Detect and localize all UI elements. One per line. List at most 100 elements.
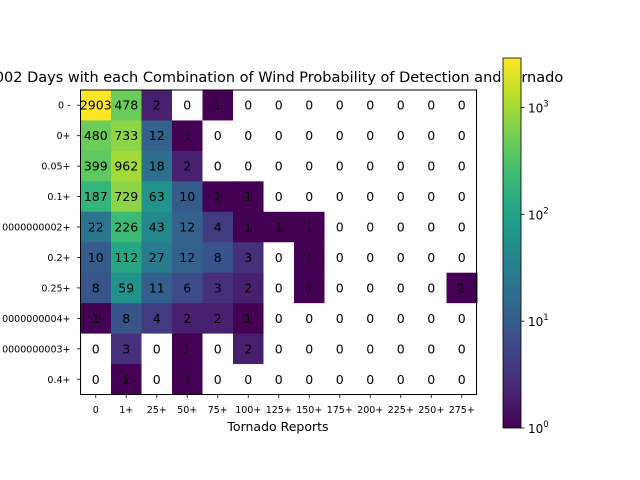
- heatmap-cell: [416, 303, 447, 335]
- heatmap-cell: [294, 272, 325, 304]
- cell-value-label: 0: [366, 372, 374, 387]
- cell-value-label: 0: [397, 98, 405, 113]
- heatmap-cell: [111, 303, 142, 335]
- heatmap-cell: [355, 242, 386, 274]
- cell-value-label: 2: [183, 311, 191, 326]
- cell-value-label: 12: [149, 128, 165, 143]
- x-tick-label: 125+: [266, 405, 292, 416]
- cell-value-label: 0: [214, 372, 222, 387]
- cell-value-label: 0: [305, 159, 313, 174]
- heatmap-cell: [111, 120, 142, 152]
- cell-value-label: 0: [153, 372, 161, 387]
- cell-value-label: 0: [397, 128, 405, 143]
- heatmap-cell: [141, 242, 173, 274]
- cell-value-label: 0: [305, 98, 313, 113]
- x-tick-label: 225+: [388, 405, 414, 416]
- cell-value-label: 0: [336, 220, 344, 235]
- cell-value-label: 0: [458, 189, 466, 204]
- heatmap-cell: [446, 364, 478, 395]
- heatmap-cell: [324, 364, 356, 395]
- y-tick-label: 0.4+: [47, 375, 70, 386]
- cell-value-label: 10: [88, 250, 104, 265]
- cell-value-label: 0: [336, 311, 344, 326]
- cell-value-label: 1: [183, 372, 191, 387]
- heatmap-cell: [324, 272, 356, 304]
- cell-value-label: 0: [214, 159, 222, 174]
- cell-value-label: 63: [149, 189, 165, 204]
- heatmap-cell: [355, 211, 386, 243]
- cell-value-label: 3: [122, 341, 130, 356]
- cell-value-label: 478: [114, 98, 138, 113]
- heatmap-cell: [385, 242, 417, 274]
- cell-value-label: 0: [397, 189, 405, 204]
- cell-value-label: 2: [244, 341, 252, 356]
- heatmap-cell: [416, 120, 447, 152]
- cell-value-label: 1: [244, 220, 252, 235]
- heatmap-cell: [172, 211, 203, 243]
- heatmap-cell: [416, 90, 447, 121]
- heatmap-cell: [385, 181, 417, 213]
- x-tick-label: 0: [93, 405, 99, 416]
- heatmap-cell: [294, 364, 325, 395]
- cell-value-label: 1: [214, 98, 222, 113]
- heatmap-cell: [111, 181, 142, 213]
- cell-value-label: 0: [427, 189, 435, 204]
- heatmap-cell: [355, 272, 386, 304]
- heatmap-cell: [172, 272, 203, 304]
- heatmap-cell: [385, 90, 417, 121]
- cell-value-label: 0: [183, 98, 191, 113]
- cell-value-label: 0: [275, 280, 283, 295]
- x-tick-label: 200+: [357, 405, 383, 416]
- cell-value-label: 0: [336, 189, 344, 204]
- x-axis-ticks: 0 1+ 25+ 50+ 75+ 100+ 125+ 150+ 175+ 200+ 225+ 250+…: [93, 394, 475, 416]
- heatmap-cell: [202, 364, 234, 395]
- heatmap-cell: [80, 150, 112, 182]
- heatmap-cell: [385, 120, 417, 152]
- cell-value-label: 112: [114, 250, 138, 265]
- cell-value-label: 0: [458, 98, 466, 113]
- cell-value-label: 0: [397, 372, 405, 387]
- heatmap-cell: [446, 333, 478, 365]
- cell-value-label: 0: [366, 159, 374, 174]
- heatmap-cell: [80, 272, 112, 304]
- cell-value-label: 0: [305, 372, 313, 387]
- cell-value-label: 43: [149, 220, 165, 235]
- heatmap-cell: [294, 150, 325, 182]
- x-tick-label: 175+: [327, 405, 353, 416]
- heatmap-cell: [355, 181, 386, 213]
- heatmap-cell: [446, 90, 478, 121]
- heatmap-cell: [202, 211, 234, 243]
- y-tick-label: 0.05+: [41, 162, 70, 173]
- heatmap-cell: [263, 90, 295, 121]
- cell-value-label: 1: [214, 189, 222, 204]
- cell-value-label: 0: [214, 128, 222, 143]
- heatmap-cell: [263, 333, 295, 365]
- cell-value-label: 0: [92, 372, 100, 387]
- heatmap-cell: [202, 303, 234, 335]
- x-tick-label: 50+: [177, 405, 197, 416]
- cell-value-label: 11: [149, 280, 165, 295]
- heatmap-cell: [80, 242, 112, 274]
- cell-value-label: 0: [214, 341, 222, 356]
- cell-value-label: 1: [183, 341, 191, 356]
- cell-value-label: 8: [214, 250, 222, 265]
- heatmap-cell: [324, 90, 356, 121]
- cell-value-label: 6: [183, 280, 191, 295]
- cell-value-label: 0: [275, 159, 283, 174]
- heatmap-cell: [446, 150, 478, 182]
- x-tick-label: 25+: [147, 405, 167, 416]
- cell-value-label: 399: [84, 159, 108, 174]
- cell-value-label: 729: [114, 189, 138, 204]
- cell-value-label: 10: [179, 189, 195, 204]
- y-tick-label: 0+: [56, 131, 70, 142]
- cell-value-label: 22: [88, 220, 104, 235]
- heatmap-cell: [111, 242, 142, 274]
- heatmap-cell: [172, 150, 203, 182]
- heatmap-cell: [324, 333, 356, 365]
- cell-value-label: 0: [427, 98, 435, 113]
- heatmap-cell: [416, 272, 447, 304]
- heatmap-cell: [355, 364, 386, 395]
- y-tick-label: 0 -: [58, 101, 71, 112]
- heatmap-cell: [202, 90, 234, 121]
